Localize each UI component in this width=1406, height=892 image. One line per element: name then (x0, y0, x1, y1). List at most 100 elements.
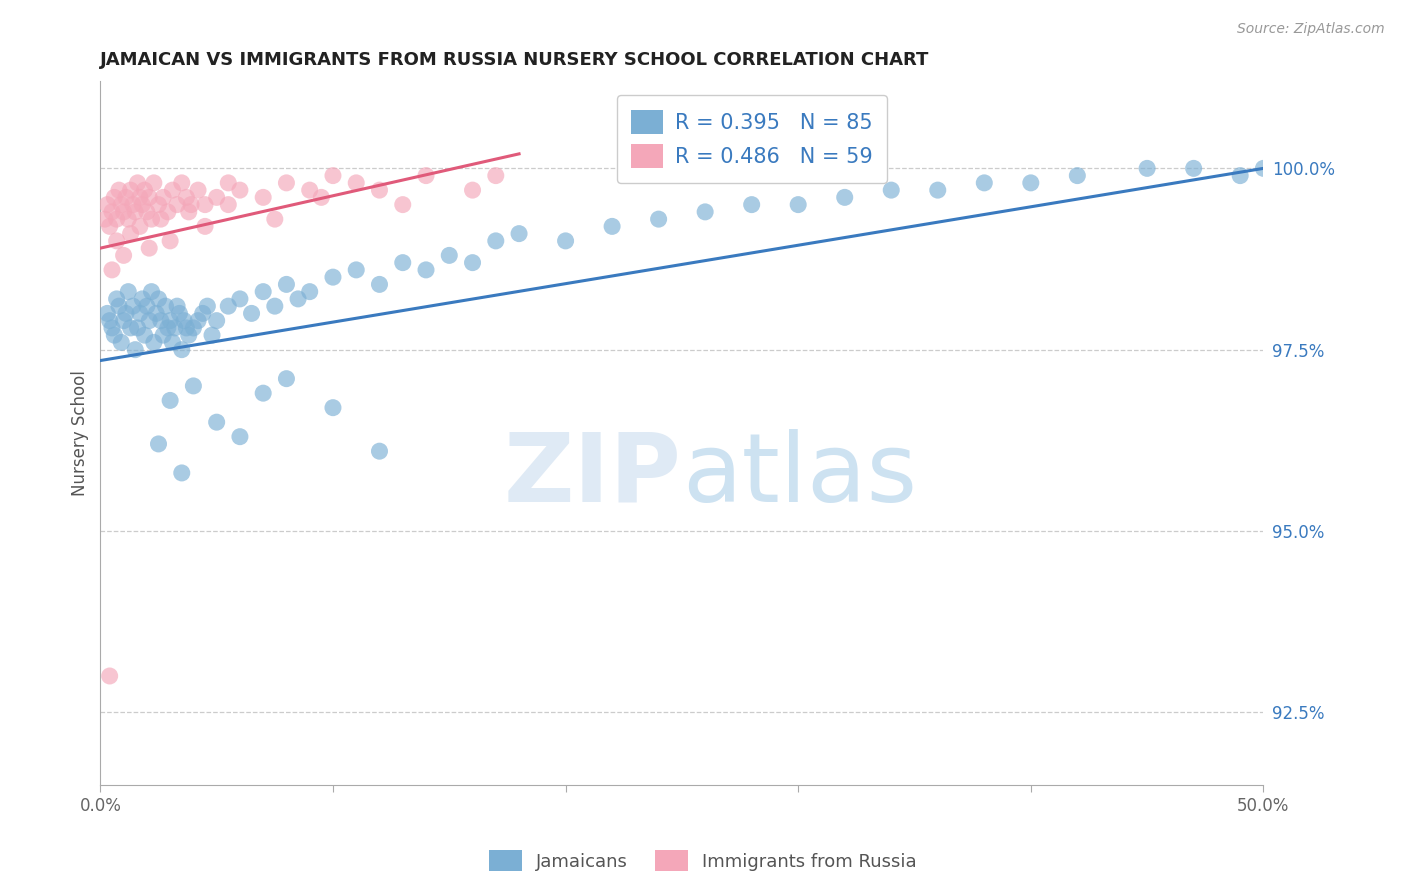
Point (322, 401, 344, 415)
Point (138, 190, 160, 204)
Point (115, 306, 138, 320)
Point (152, 190, 174, 204)
Point (177, 205, 200, 219)
Point (1019, 176, 1042, 190)
Point (98, 219, 121, 234)
Point (1136, 161, 1159, 176)
Point (183, 379, 205, 393)
Point (141, 212, 163, 227)
Point (194, 219, 217, 234)
Point (176, 190, 198, 204)
Point (187, 183, 209, 197)
Point (834, 190, 856, 204)
Point (159, 313, 181, 327)
Point (105, 292, 128, 306)
Point (108, 183, 131, 197)
Point (205, 313, 228, 327)
Point (159, 234, 181, 248)
Legend: Jamaicans, Immigrants from Russia: Jamaicans, Immigrants from Russia (482, 843, 924, 879)
Point (110, 197, 132, 211)
Point (162, 183, 184, 197)
Point (217, 299, 239, 313)
Point (201, 328, 224, 343)
Point (149, 212, 172, 227)
Point (128, 306, 150, 320)
Point (741, 197, 763, 211)
Point (1182, 161, 1205, 176)
Point (141, 285, 163, 299)
Point (322, 169, 344, 183)
Point (229, 430, 252, 444)
Point (110, 335, 132, 350)
Point (391, 197, 413, 211)
Point (98, 669, 121, 683)
Point (927, 183, 949, 197)
Point (252, 190, 274, 204)
Point (695, 205, 717, 219)
Point (131, 292, 153, 306)
Point (508, 227, 530, 241)
Point (148, 197, 170, 211)
Point (287, 292, 309, 306)
Point (148, 292, 170, 306)
Point (276, 277, 298, 292)
Point (973, 176, 995, 190)
Point (229, 292, 252, 306)
Point (276, 176, 298, 190)
Point (117, 285, 139, 299)
Point (162, 335, 184, 350)
Point (155, 299, 177, 313)
Point (152, 328, 174, 343)
Point (122, 197, 145, 211)
Point (176, 321, 198, 335)
Point (127, 321, 149, 335)
Point (180, 197, 202, 211)
Point (117, 212, 139, 227)
Point (149, 313, 172, 327)
Point (128, 190, 150, 204)
Point (298, 285, 321, 299)
Point (787, 197, 810, 211)
Point (415, 169, 437, 183)
Y-axis label: Nursery School: Nursery School (72, 370, 89, 496)
Point (101, 205, 124, 219)
Point (156, 205, 179, 219)
Point (145, 306, 167, 320)
Point (322, 270, 344, 285)
Point (391, 255, 413, 269)
Point (159, 393, 181, 408)
Point (276, 372, 298, 386)
Point (415, 263, 437, 277)
Point (122, 299, 145, 313)
Point (134, 183, 156, 197)
Point (166, 197, 188, 211)
Point (252, 285, 274, 299)
Point (195, 299, 218, 313)
Point (205, 415, 228, 429)
Point (485, 234, 508, 248)
Point (138, 313, 160, 327)
Point (128, 219, 150, 234)
Point (600, 219, 623, 234)
Point (101, 263, 124, 277)
Point (156, 321, 179, 335)
Point (138, 241, 160, 255)
Point (173, 313, 195, 327)
Point (124, 205, 146, 219)
Point (368, 277, 391, 292)
Point (1229, 169, 1251, 183)
Point (96, 306, 118, 320)
Point (112, 205, 135, 219)
Point (461, 255, 484, 269)
Point (439, 248, 461, 262)
Text: ZIP: ZIP (503, 429, 682, 522)
Point (120, 183, 142, 197)
Point (166, 299, 188, 313)
Point (96, 197, 118, 211)
Point (105, 234, 128, 248)
Point (163, 321, 186, 335)
Point (115, 190, 138, 204)
Point (134, 328, 156, 343)
Point (170, 176, 193, 190)
Point (344, 176, 367, 190)
